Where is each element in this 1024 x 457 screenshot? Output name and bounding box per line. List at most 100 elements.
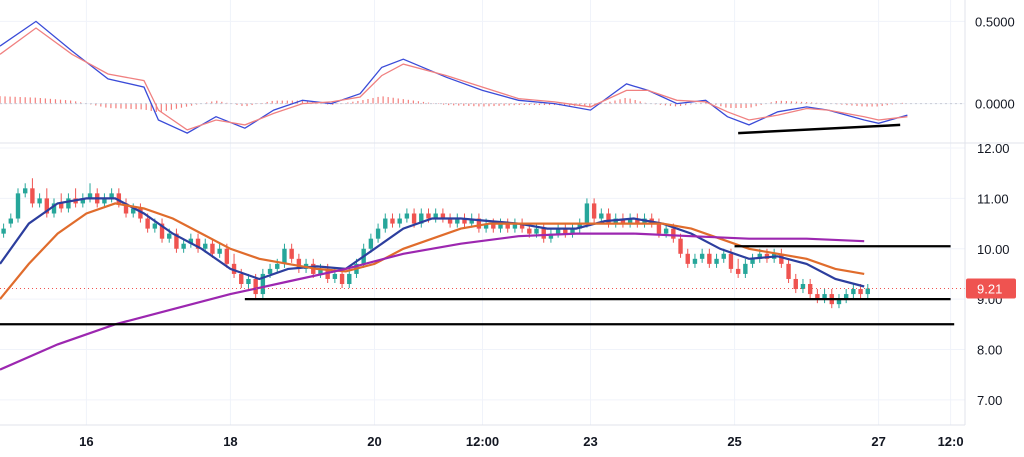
x-tick-label: 20 — [367, 434, 381, 449]
candle-body — [541, 228, 546, 239]
oscillator-panel — [0, 20, 965, 135]
oscillator-y-tick-label: 0.5000 — [975, 14, 1015, 29]
candle-body — [462, 218, 467, 224]
candle-body — [635, 218, 640, 224]
candle-body — [714, 258, 719, 264]
price-y-tick-label: 11.00 — [977, 191, 1009, 206]
candle-body — [368, 238, 374, 249]
candle-body — [721, 253, 726, 259]
candle-body — [131, 208, 136, 214]
candle-body — [584, 203, 590, 224]
candle-body — [15, 193, 21, 219]
candle-body — [707, 253, 712, 264]
candle-body — [599, 213, 604, 219]
candle-body — [836, 299, 842, 305]
candle-body — [447, 218, 453, 224]
candle-body — [80, 198, 86, 204]
x-tick-label: 12:00 — [466, 434, 499, 449]
candle-body — [23, 188, 28, 194]
candle-body — [231, 263, 237, 274]
oscillator-line-signal — [0, 27, 908, 131]
candle-body — [858, 289, 863, 295]
candle-body — [426, 213, 431, 219]
moving-average-slow — [0, 232, 865, 371]
candle-body — [8, 218, 14, 224]
candle-body — [440, 213, 446, 219]
candle-body — [570, 228, 575, 234]
candle-body — [253, 278, 258, 295]
candle-body — [865, 288, 870, 295]
candle-body — [548, 233, 554, 239]
candle-body — [498, 223, 503, 229]
candle-body — [591, 203, 597, 219]
price-y-tick-label: 7.00 — [977, 393, 1002, 408]
candle-body — [318, 268, 323, 274]
candle-body — [685, 253, 690, 264]
candle-body — [145, 218, 150, 229]
candle-body — [469, 218, 474, 224]
candle-body — [66, 198, 71, 209]
candle-body — [37, 198, 42, 204]
candle-body — [404, 213, 410, 219]
candle-body — [692, 258, 698, 264]
candle-body — [275, 263, 280, 269]
candle-body — [620, 218, 626, 224]
candle-body — [217, 248, 222, 254]
candle-body — [743, 263, 748, 274]
candle-body — [519, 223, 525, 229]
price-y-tick-label: 8.00 — [977, 342, 1002, 357]
price-y-tick-label: 10.00 — [977, 242, 1010, 257]
candle-body — [347, 273, 352, 284]
candle-body — [843, 294, 849, 300]
oscillator-trendline — [738, 123, 901, 135]
candle-body — [419, 213, 424, 224]
candle-body — [656, 223, 662, 234]
candle-body — [339, 273, 345, 284]
last-price-tag — [966, 278, 1016, 299]
candle-body — [375, 228, 381, 239]
candle-body — [224, 248, 230, 264]
candle-body — [483, 223, 489, 229]
candle-body — [332, 273, 338, 279]
candle-body — [260, 273, 266, 295]
candle-body — [793, 278, 798, 290]
price-y-tick-label: 12.00 — [977, 141, 1010, 156]
candle-body — [397, 218, 402, 224]
candle-body — [807, 284, 813, 295]
candle-body — [203, 243, 208, 249]
x-tick-label: 12:0 — [938, 434, 964, 449]
price-panel — [0, 178, 965, 371]
candle-body — [678, 238, 683, 254]
candle-body — [455, 218, 460, 224]
x-tick-label: 16 — [79, 434, 93, 449]
candle-body — [735, 268, 741, 274]
candle-body — [606, 213, 611, 224]
candle-body — [109, 193, 114, 199]
candle-body — [246, 278, 251, 284]
candle-body — [671, 228, 676, 239]
candle-body — [390, 218, 395, 224]
candle-body — [563, 228, 568, 234]
candle-body — [383, 218, 388, 229]
candle-body — [411, 213, 417, 224]
last-price-label: 9.21 — [977, 282, 1002, 297]
candle-body — [505, 223, 510, 229]
candle-body — [167, 233, 172, 239]
oscillator-line-fast — [0, 20, 908, 134]
x-tick-label: 23 — [583, 434, 597, 449]
candle-body — [815, 294, 820, 300]
candle-body — [728, 253, 734, 269]
candle-body — [174, 233, 179, 249]
candle-body — [123, 203, 129, 214]
candle-body — [433, 213, 438, 219]
candle-body — [51, 203, 57, 214]
candle-body — [555, 228, 561, 234]
candle-body — [800, 284, 806, 290]
x-tick-label: 25 — [727, 434, 741, 449]
candle-body — [30, 188, 35, 204]
candle-body — [476, 218, 482, 229]
candle-body — [577, 223, 582, 229]
grid — [0, 0, 965, 425]
